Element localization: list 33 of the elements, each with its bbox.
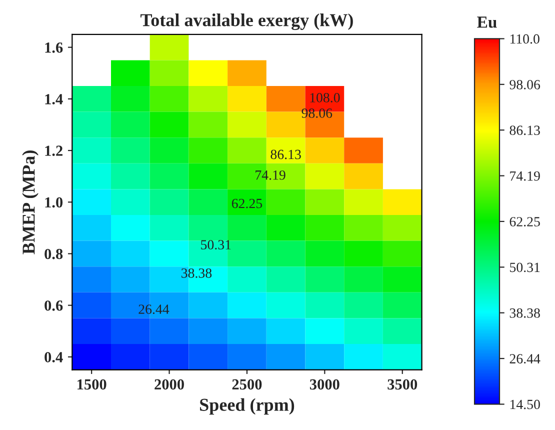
annotation: 62.25 bbox=[232, 198, 262, 208]
color-bar-title: Eu bbox=[477, 16, 497, 28]
color-bar-label: 74.19 bbox=[510, 171, 540, 181]
color-bar-label: 26.44 bbox=[510, 354, 540, 364]
chart-title: Total available exergy (kW) bbox=[140, 14, 353, 30]
annotation: 108.0 bbox=[310, 93, 340, 102]
color-bar-label: 50.31 bbox=[510, 262, 540, 272]
y-tick-label: 1.2 bbox=[45, 146, 62, 156]
y-tick-label: 0.4 bbox=[44, 352, 63, 362]
color-bar-label: 14.50 bbox=[510, 400, 540, 410]
x-tick-label: 3000 bbox=[310, 379, 340, 390]
annotation: 50.31 bbox=[201, 240, 231, 250]
annotation: 38.38 bbox=[182, 268, 212, 278]
annotation: 74.19 bbox=[256, 170, 286, 180]
annotation: 26.44 bbox=[138, 304, 170, 314]
annotation: 86.13 bbox=[270, 150, 301, 160]
color-bar-label: 98.06 bbox=[510, 80, 540, 90]
x-axis-title: Speed (rpm) bbox=[200, 398, 294, 415]
color-bar-label: 86.13 bbox=[510, 126, 540, 136]
color-bar-label: 110.0 bbox=[510, 34, 540, 44]
y-tick-label: 1.6 bbox=[45, 42, 63, 53]
y-tick-label: 1.4 bbox=[45, 94, 63, 104]
x-tick-label: 2500 bbox=[232, 379, 262, 390]
y-tick-label: 1.0 bbox=[45, 197, 63, 208]
x-tick-label: 2000 bbox=[154, 379, 184, 390]
color-bar-label: 38.38 bbox=[510, 308, 540, 318]
x-tick-label: 1500 bbox=[78, 379, 106, 390]
y-tick-label: 0.6 bbox=[44, 300, 63, 311]
color-bar-label: 62.25 bbox=[510, 217, 540, 226]
y-axis-title: BMEP (MPa) bbox=[22, 150, 38, 254]
x-tick-label: 3500 bbox=[388, 379, 418, 390]
annotation: 98.06 bbox=[302, 108, 332, 118]
y-tick-label: 0.8 bbox=[44, 248, 63, 260]
